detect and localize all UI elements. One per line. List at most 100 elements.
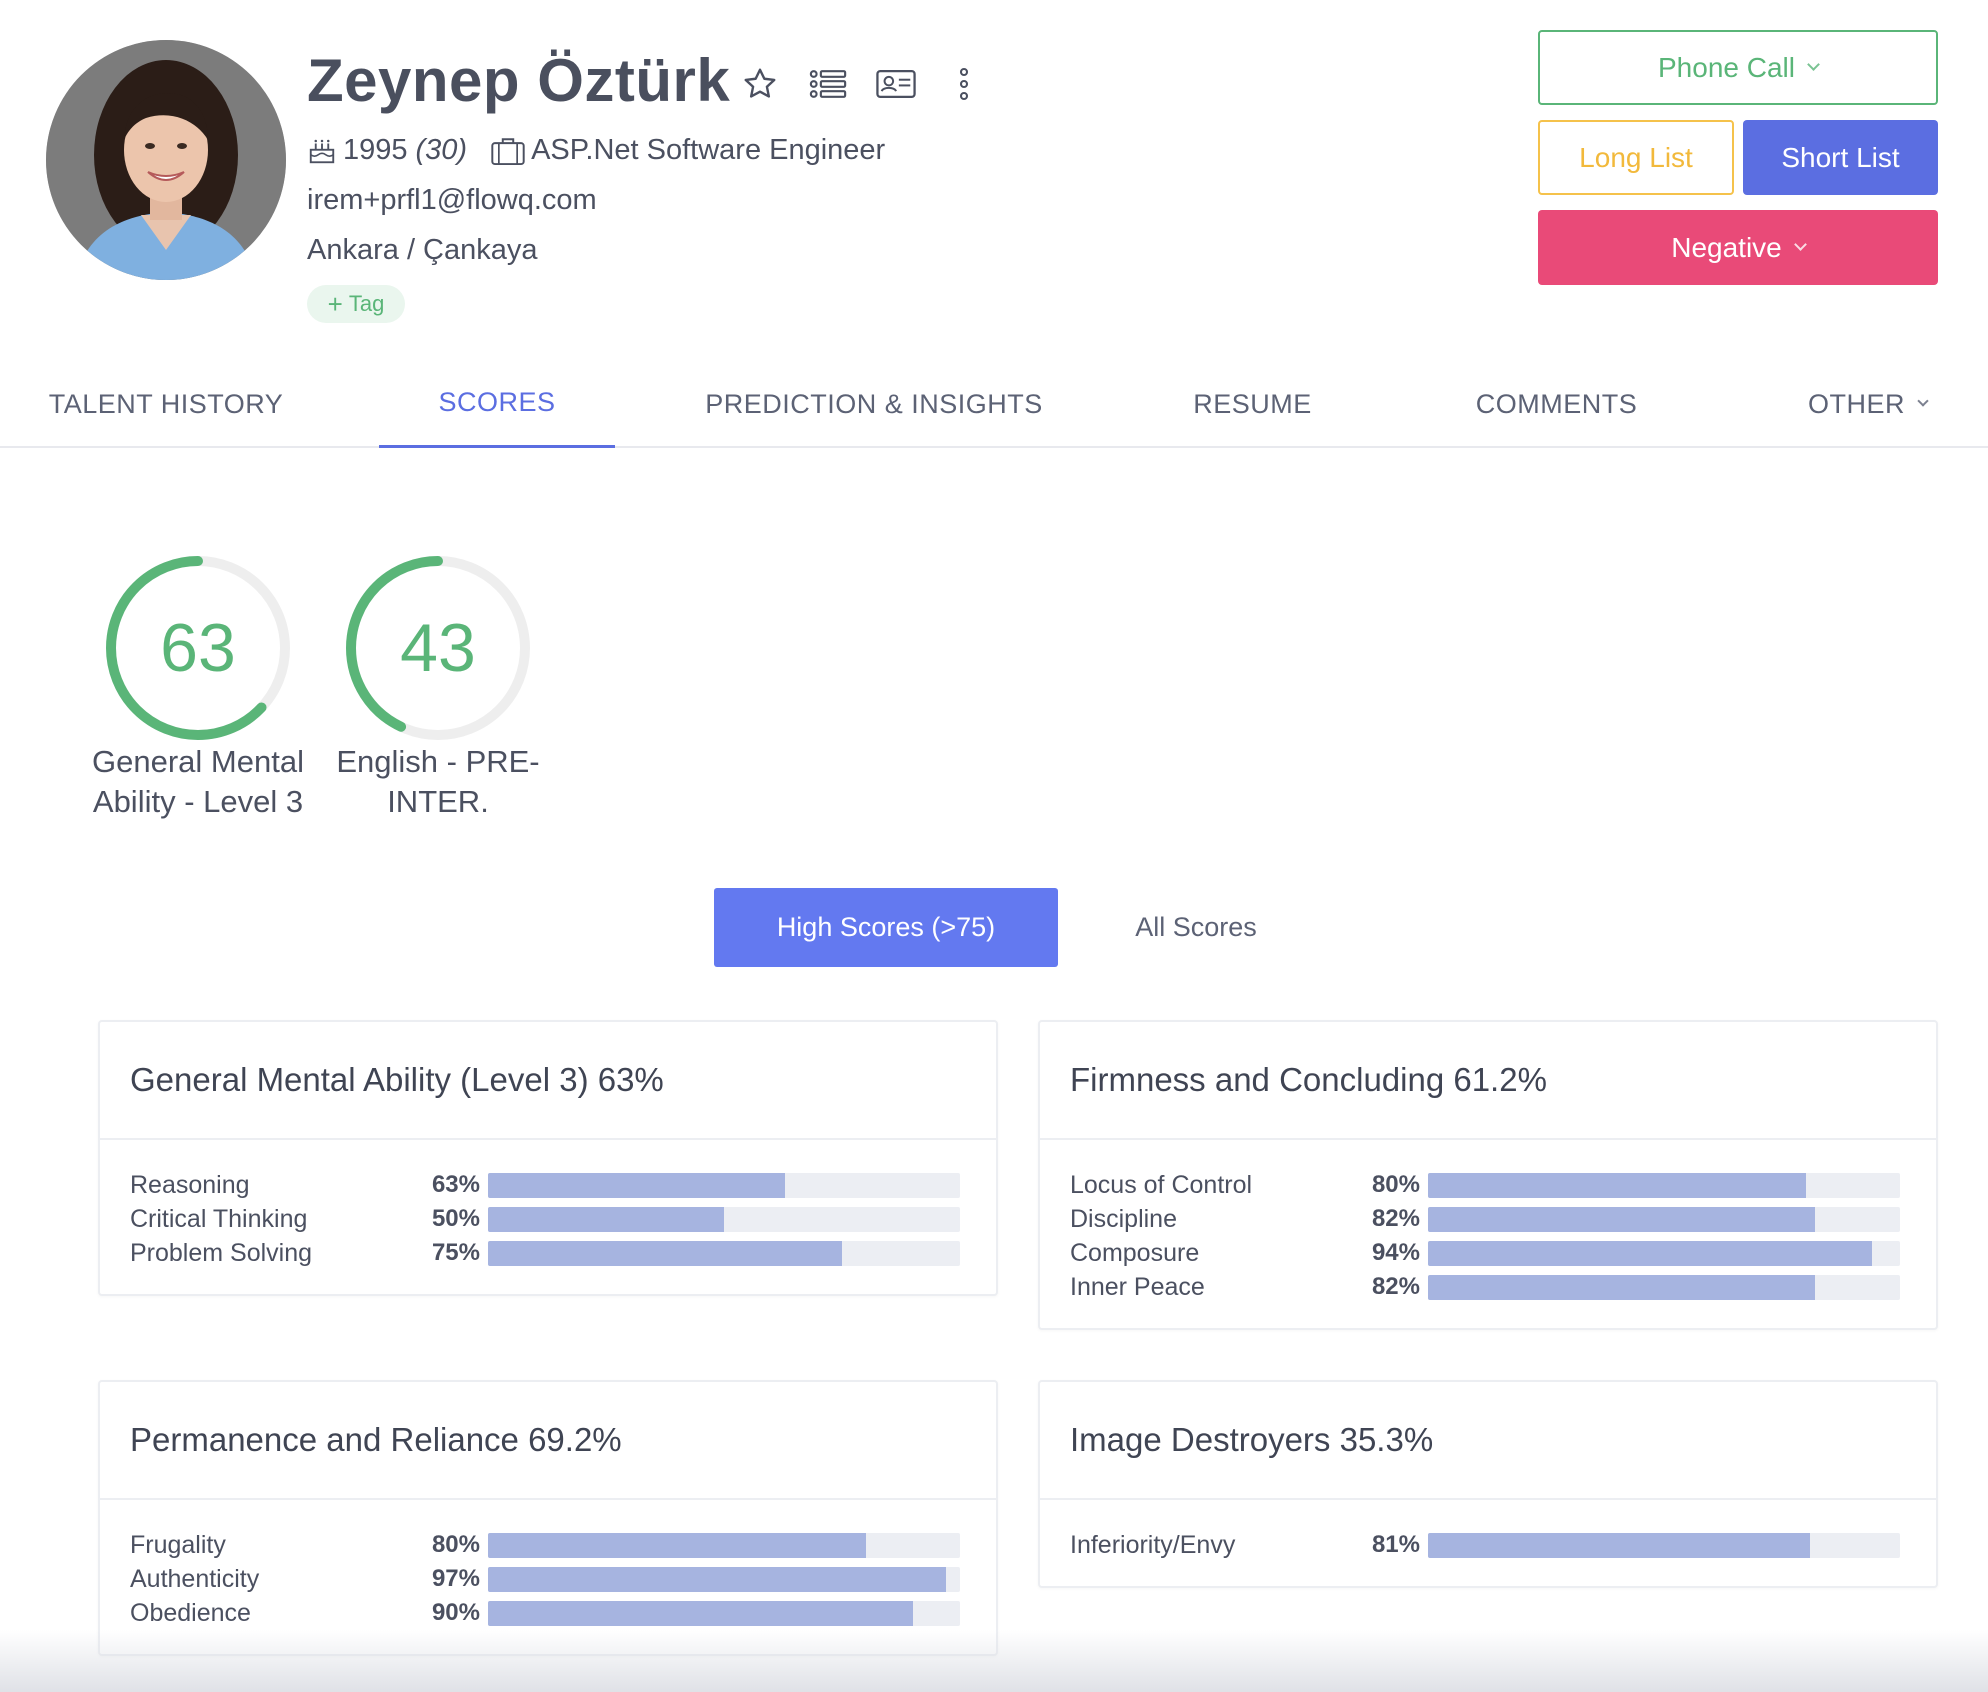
avatar <box>46 40 286 280</box>
tab-bar: TALENT HISTORY SCORES PREDICTION & INSIG… <box>0 360 1988 448</box>
gauge-label-line: English - PRE- <box>336 744 540 779</box>
long-list-label: Long List <box>1579 141 1693 173</box>
email[interactable]: irem+prfl1@flowq.com <box>307 184 597 216</box>
score-bar-track <box>1428 1206 1900 1232</box>
briefcase-icon <box>491 137 525 165</box>
score-percent: 82% <box>1371 1205 1420 1232</box>
long-list-button[interactable]: Long List <box>1538 120 1734 195</box>
negative-button[interactable]: Negative <box>1538 210 1938 285</box>
tab-talent-history[interactable]: TALENT HISTORY <box>30 360 302 448</box>
score-row: Authenticity 97% <box>130 1562 966 1596</box>
score-bar-track <box>1428 1532 1900 1558</box>
add-tag-button[interactable]: + Tag <box>307 285 405 323</box>
chevron-down-icon <box>1807 58 1820 71</box>
gauge-value: 63 <box>160 610 236 686</box>
score-bar-track <box>1428 1274 1900 1300</box>
tab-label: COMMENTS <box>1475 388 1638 419</box>
score-card: Permanence and Reliance 69.2% Frugality 8… <box>98 1380 998 1656</box>
location: Ankara / Çankaya <box>307 234 538 266</box>
tag-label: Tag <box>348 291 385 316</box>
score-label: Locus of Control <box>1070 1170 1253 1199</box>
id-card-icon[interactable] <box>876 64 916 104</box>
score-percent: 97% <box>431 1565 480 1592</box>
gauge-label: General Mental Ability - Level 3 <box>78 742 318 822</box>
score-label: Obedience <box>130 1598 251 1627</box>
score-percent: 81% <box>1371 1531 1420 1558</box>
score-bar-track <box>488 1172 960 1198</box>
all-scores-toggle[interactable]: All Scores <box>1135 912 1257 942</box>
score-card-title: Firmness and Concluding 61.2% <box>1040 1022 1936 1140</box>
score-row: Composure 94% <box>1070 1236 1906 1270</box>
tab-label: TALENT HISTORY <box>48 388 284 419</box>
score-label: Composure <box>1070 1238 1200 1267</box>
more-vertical-icon[interactable] <box>944 64 984 104</box>
score-bar-track <box>1428 1240 1900 1266</box>
header-icon-bar <box>740 64 984 104</box>
score-row: Critical Thinking 50% <box>130 1202 966 1236</box>
score-percent: 50% <box>431 1205 480 1232</box>
birth-year: 1995 <box>343 134 408 166</box>
score-row: Problem Solving 75% <box>130 1236 966 1270</box>
score-row: Discipline 82% <box>1070 1202 1906 1236</box>
candidate-name: Zeynep Öztürk <box>307 47 731 114</box>
score-bar-fill <box>1428 1240 1872 1266</box>
score-label: Reasoning <box>130 1170 250 1199</box>
tab-prediction-insights[interactable]: PREDICTION & INSIGHTS <box>700 360 1048 448</box>
tab-label: SCORES <box>438 387 556 417</box>
score-percent: 90% <box>431 1599 480 1626</box>
score-label: Frugality <box>130 1530 226 1559</box>
age: (30) <box>415 134 468 166</box>
cake-icon <box>309 139 335 163</box>
score-bar-track <box>1428 1172 1900 1198</box>
score-label: Discipline <box>1070 1204 1177 1233</box>
score-bar-fill <box>1428 1206 1816 1232</box>
score-percent: 63% <box>431 1171 480 1198</box>
score-bar-track <box>488 1206 960 1232</box>
gauge-value: 43 <box>400 610 476 686</box>
gauge-label: English - PRE- INTER. <box>318 742 558 822</box>
score-label: Inferiority/Envy <box>1070 1530 1236 1559</box>
tab-comments[interactable]: COMMENTS <box>1460 360 1653 448</box>
gauge-english: 43 <box>338 548 538 748</box>
score-label: Problem Solving <box>130 1238 313 1267</box>
score-bar-fill <box>488 1240 842 1266</box>
short-list-button[interactable]: Short List <box>1743 120 1938 195</box>
score-row: Obedience 90% <box>130 1596 966 1630</box>
score-bar-track <box>488 1240 960 1266</box>
plus-icon: + <box>327 289 343 319</box>
phone-call-button[interactable]: Phone Call <box>1538 30 1938 105</box>
negative-label: Negative <box>1671 231 1782 263</box>
chevron-down-icon <box>1793 238 1807 251</box>
score-bar-track <box>488 1532 960 1558</box>
high-scores-toggle[interactable]: High Scores (>75) <box>714 888 1058 967</box>
score-bar-fill <box>1428 1532 1811 1558</box>
score-label: Authenticity <box>130 1564 260 1593</box>
score-bar-fill <box>488 1600 913 1626</box>
tab-resume[interactable]: RESUME <box>1170 360 1335 448</box>
score-bar-track <box>488 1600 960 1626</box>
tab-label: OTHER <box>1808 388 1905 419</box>
gauge-label-line: INTER. <box>387 784 489 819</box>
score-card: Image Destroyers 35.3% Inferiority/Envy 8… <box>1038 1380 1938 1588</box>
score-bar-fill <box>488 1206 724 1232</box>
score-card-body: Inferiority/Envy 81% <box>1040 1500 1936 1586</box>
tab-label: RESUME <box>1193 388 1312 419</box>
chevron-down-icon <box>1917 395 1929 407</box>
job-title: ASP.Net Software Engineer <box>531 134 886 166</box>
gauge-general-mental-ability: 63 <box>98 548 298 748</box>
score-card-title: Permanence and Reliance 69.2% <box>100 1382 996 1500</box>
score-percent: 80% <box>431 1531 480 1558</box>
score-bar-fill <box>1428 1274 1816 1300</box>
star-icon[interactable] <box>740 64 780 104</box>
score-bar-track <box>488 1566 960 1592</box>
tab-scores[interactable]: SCORES <box>379 360 615 448</box>
score-card-title: Image Destroyers 35.3% <box>1040 1382 1936 1500</box>
score-percent: 94% <box>1371 1239 1420 1266</box>
score-card-body: Locus of Control 80% Discipline 82% Composur… <box>1040 1140 1936 1328</box>
score-row: Inferiority/Envy 81% <box>1070 1528 1906 1562</box>
score-card-title: General Mental Ability (Level 3) 63% <box>100 1022 996 1140</box>
list-icon[interactable] <box>808 64 848 104</box>
score-bar-fill <box>488 1532 866 1558</box>
tab-other[interactable]: OTHER <box>1785 360 1950 448</box>
score-row: Inner Peace 82% <box>1070 1270 1906 1304</box>
